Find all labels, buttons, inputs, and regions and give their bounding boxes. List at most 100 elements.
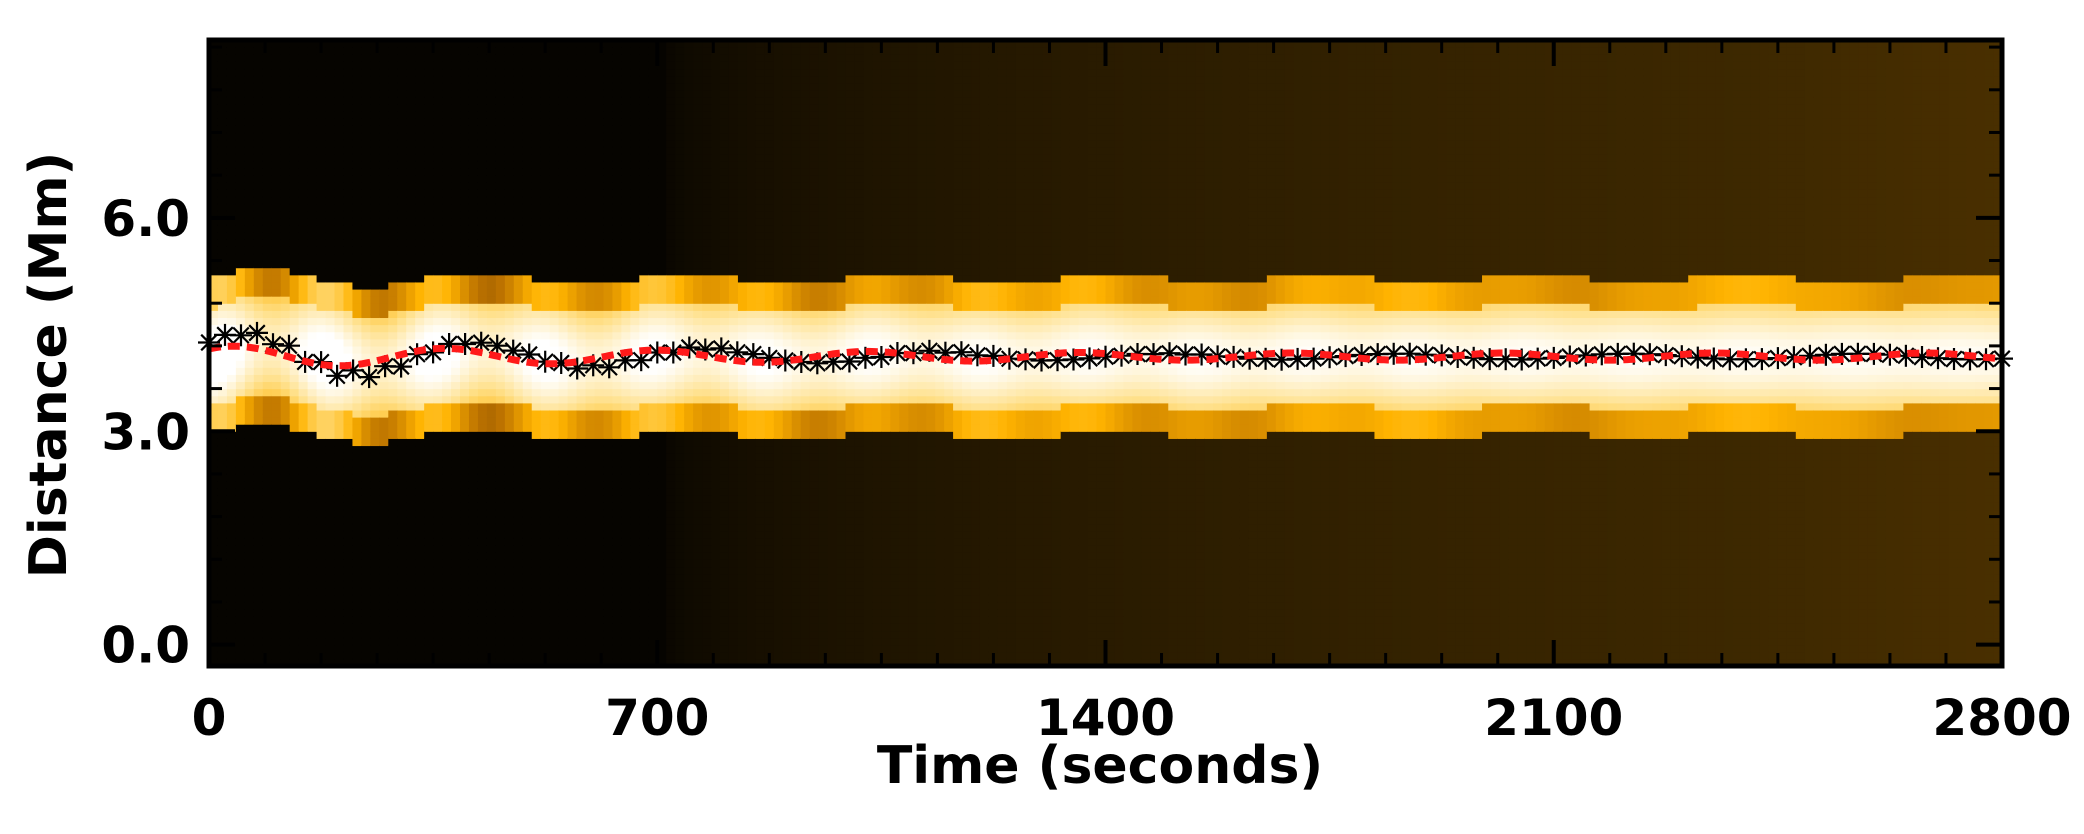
heatmap-cell <box>594 267 605 276</box>
heatmap-cell <box>531 303 542 311</box>
heatmap-cell <box>226 210 237 219</box>
heatmap-cell <box>397 118 407 126</box>
heatmap-cell <box>558 260 569 269</box>
heatmap-cell <box>397 246 407 255</box>
heatmap-cell <box>630 537 640 546</box>
heatmap-cell <box>576 47 587 55</box>
heatmap-cell <box>477 609 488 617</box>
heatmap-cell <box>343 651 354 660</box>
heatmap-cell <box>209 47 219 55</box>
heatmap-cell <box>585 580 596 589</box>
heatmap-cell <box>352 246 362 255</box>
heatmap-cell <box>316 566 327 575</box>
heatmap-cell <box>522 473 533 482</box>
heatmap-cell <box>262 239 273 247</box>
heatmap-cell <box>271 623 282 632</box>
heatmap-cell <box>415 317 425 326</box>
heatmap-cell <box>567 402 578 411</box>
heatmap-cell <box>370 246 380 255</box>
heatmap-cell <box>486 267 497 276</box>
heatmap-cell <box>406 353 416 361</box>
heatmap-cell <box>630 374 640 383</box>
heatmap-cell <box>433 374 443 383</box>
heatmap-cell <box>585 459 596 468</box>
heatmap-cell <box>540 516 551 525</box>
heatmap-cell <box>361 75 371 84</box>
heatmap-cell <box>468 367 479 375</box>
heatmap-cell <box>406 281 416 290</box>
heatmap-cell <box>639 68 649 77</box>
heatmap-cell <box>531 175 542 183</box>
heatmap-cell <box>406 658 416 667</box>
heatmap-cell <box>253 353 264 361</box>
heatmap-cell <box>352 395 362 404</box>
heatmap-cell <box>630 502 640 511</box>
heatmap-cell <box>307 331 318 340</box>
heatmap-cell <box>477 481 488 489</box>
heatmap-cell <box>262 61 273 70</box>
heatmap-cell <box>531 296 542 304</box>
heatmap-cell <box>486 217 497 226</box>
heatmap-cell <box>558 68 569 77</box>
heatmap-cell <box>702 473 712 482</box>
heatmap-cell <box>415 40 425 48</box>
heatmap-cell <box>648 609 658 617</box>
heatmap-cell <box>460 374 470 383</box>
heatmap-cell <box>262 374 273 383</box>
heatmap-cell <box>711 658 721 667</box>
heatmap-cell <box>262 175 273 183</box>
heatmap-cell <box>549 616 560 624</box>
heatmap-cell <box>397 502 407 511</box>
heatmap-cell <box>253 360 264 368</box>
heatmap-cell <box>379 530 389 539</box>
heatmap-cell <box>298 374 309 383</box>
heatmap-cell <box>433 409 443 418</box>
heatmap-cell <box>271 601 282 610</box>
heatmap-cell <box>244 459 255 468</box>
heatmap-cell <box>603 224 614 233</box>
heatmap-cell <box>334 445 345 454</box>
heatmap-cell <box>307 559 318 568</box>
heatmap-cell <box>531 459 542 468</box>
heatmap-cell <box>343 132 354 141</box>
heatmap-cell <box>549 345 560 354</box>
heatmap-cell <box>657 274 667 283</box>
heatmap-cell <box>316 537 327 546</box>
heatmap-cell <box>352 473 362 482</box>
heatmap-cell <box>666 367 676 375</box>
heatmap-cell <box>271 360 282 368</box>
heatmap-cell <box>513 417 524 425</box>
heatmap-cell <box>235 587 246 596</box>
heatmap-cell <box>424 644 434 653</box>
heatmap-cell <box>684 402 694 411</box>
heatmap-cell <box>558 402 569 411</box>
heatmap-cell <box>307 502 318 511</box>
heatmap-cell <box>540 445 551 454</box>
heatmap-cell <box>576 310 587 319</box>
heatmap-cell <box>298 637 309 646</box>
heatmap-cell <box>262 146 273 155</box>
heatmap-cell <box>639 146 649 155</box>
heatmap-cell <box>513 502 524 511</box>
heatmap-cell <box>522 552 533 560</box>
heatmap-cell <box>226 303 237 311</box>
heatmap-cell <box>244 395 255 404</box>
heatmap-cell <box>289 630 300 639</box>
heatmap-cell <box>262 488 273 496</box>
heatmap-cell <box>675 317 685 326</box>
heatmap-cell <box>352 530 362 539</box>
heatmap-cell <box>253 175 264 183</box>
heatmap-cell <box>325 623 336 632</box>
heatmap-cell <box>307 445 318 454</box>
heatmap-cell <box>442 68 452 77</box>
heatmap-cell <box>576 160 587 169</box>
heatmap-cell <box>316 473 327 482</box>
heatmap-cell <box>280 381 291 390</box>
heatmap-cell <box>442 481 452 489</box>
heatmap-cell <box>612 523 622 532</box>
heatmap-cell <box>442 267 452 276</box>
heatmap-cell <box>352 82 362 91</box>
heatmap-cell <box>576 637 587 646</box>
heatmap-cell <box>639 417 649 425</box>
